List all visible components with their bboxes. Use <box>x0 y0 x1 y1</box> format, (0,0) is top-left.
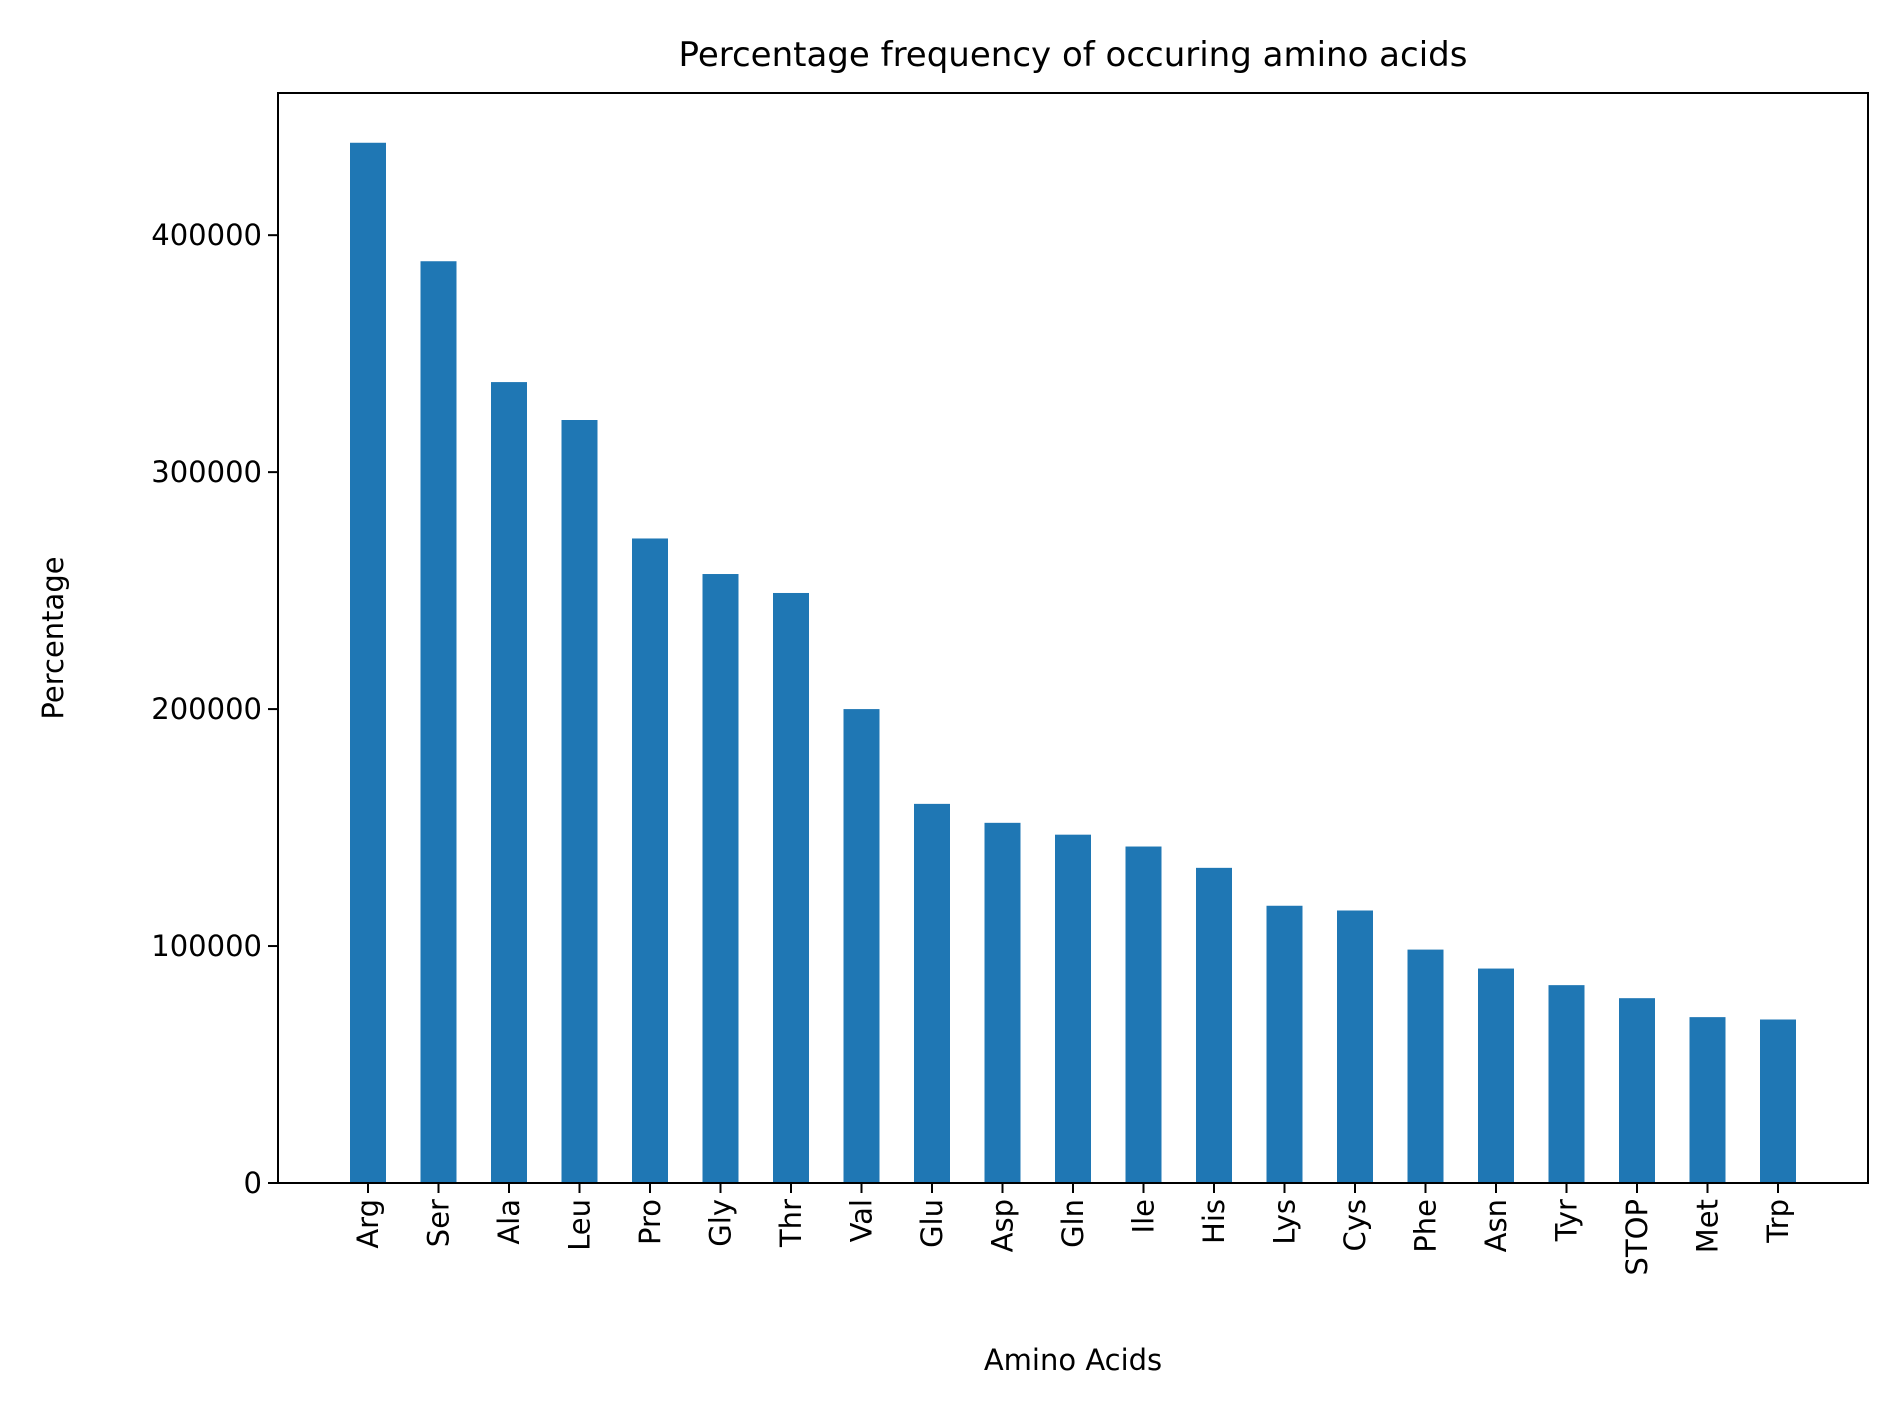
bar-ser <box>420 261 457 1183</box>
y-tick-label-0: 0 <box>244 1166 262 1200</box>
bar-glu <box>914 803 950 1183</box>
bar-asp <box>984 822 1021 1183</box>
x-tick-label-cys: Cys <box>1338 1199 1372 1252</box>
x-tick-label-thr: Thr <box>774 1199 808 1248</box>
y-tick-label-300000: 300000 <box>151 455 262 489</box>
bar-phe <box>1407 949 1444 1183</box>
bar-tyr <box>1548 985 1585 1183</box>
x-axis-label: Amino Acids <box>984 1343 1162 1377</box>
bar-arg <box>350 142 386 1183</box>
chart-title: Percentage frequency of occuring amino a… <box>679 35 1468 75</box>
x-tick-label-his: His <box>1197 1199 1231 1244</box>
bar-ile <box>1125 846 1162 1183</box>
x-tick-label-phe: Phe <box>1409 1199 1443 1253</box>
bar-stop <box>1619 998 1655 1183</box>
x-tick-label-ser: Ser <box>422 1199 456 1247</box>
x-tick-label-met: Met <box>1691 1199 1725 1253</box>
plot-frame <box>277 92 1869 1184</box>
x-tick-label-glu: Glu <box>915 1199 949 1248</box>
x-tick-label-stop: STOP <box>1620 1199 1654 1275</box>
bar-thr <box>773 592 809 1183</box>
bar-gln <box>1055 834 1091 1183</box>
x-tick-label-ala: Ala <box>492 1199 526 1245</box>
x-tick-label-asp: Asp <box>986 1199 1020 1252</box>
bar-met <box>1689 1017 1726 1183</box>
bar-lys <box>1266 905 1303 1183</box>
y-axis: 0 100000 200000 300000 400000 <box>151 218 278 1200</box>
x-axis: Arg Ser Ala Leu Pro Gly Thr Val Glu Asp Gln Ile His L… <box>351 1183 1795 1275</box>
y-tick-label-200000: 200000 <box>151 692 262 726</box>
x-tick-label-gly: Gly <box>704 1199 738 1247</box>
x-tick-label-val: Val <box>845 1199 879 1242</box>
bar-pro <box>632 538 668 1183</box>
x-tick-label-tyr: Tyr <box>1550 1199 1584 1242</box>
x-tick-label-ile: Ile <box>1127 1199 1161 1233</box>
y-axis-label: Percentage <box>36 556 70 719</box>
x-tick-label-pro: Pro <box>633 1199 667 1245</box>
x-tick-label-gln: Gln <box>1056 1199 1090 1248</box>
x-tick-label-lys: Lys <box>1268 1199 1302 1245</box>
y-tick-label-400000: 400000 <box>151 218 262 252</box>
bar-val <box>843 709 880 1183</box>
x-tick-label-leu: Leu <box>563 1199 597 1251</box>
y-tick-label-100000: 100000 <box>151 929 262 963</box>
bar-asn <box>1478 968 1514 1183</box>
bar-cys <box>1337 910 1373 1183</box>
bar-ala <box>491 382 527 1184</box>
x-tick-label-trp: Trp <box>1761 1199 1795 1244</box>
x-tick-label-asn: Asn <box>1479 1199 1513 1252</box>
bars-group <box>350 142 1796 1184</box>
bar-gly <box>702 574 739 1183</box>
x-tick-label-arg: Arg <box>351 1199 385 1249</box>
bar-leu <box>561 420 598 1183</box>
bar-trp <box>1760 1019 1796 1183</box>
bar-his <box>1196 867 1232 1183</box>
